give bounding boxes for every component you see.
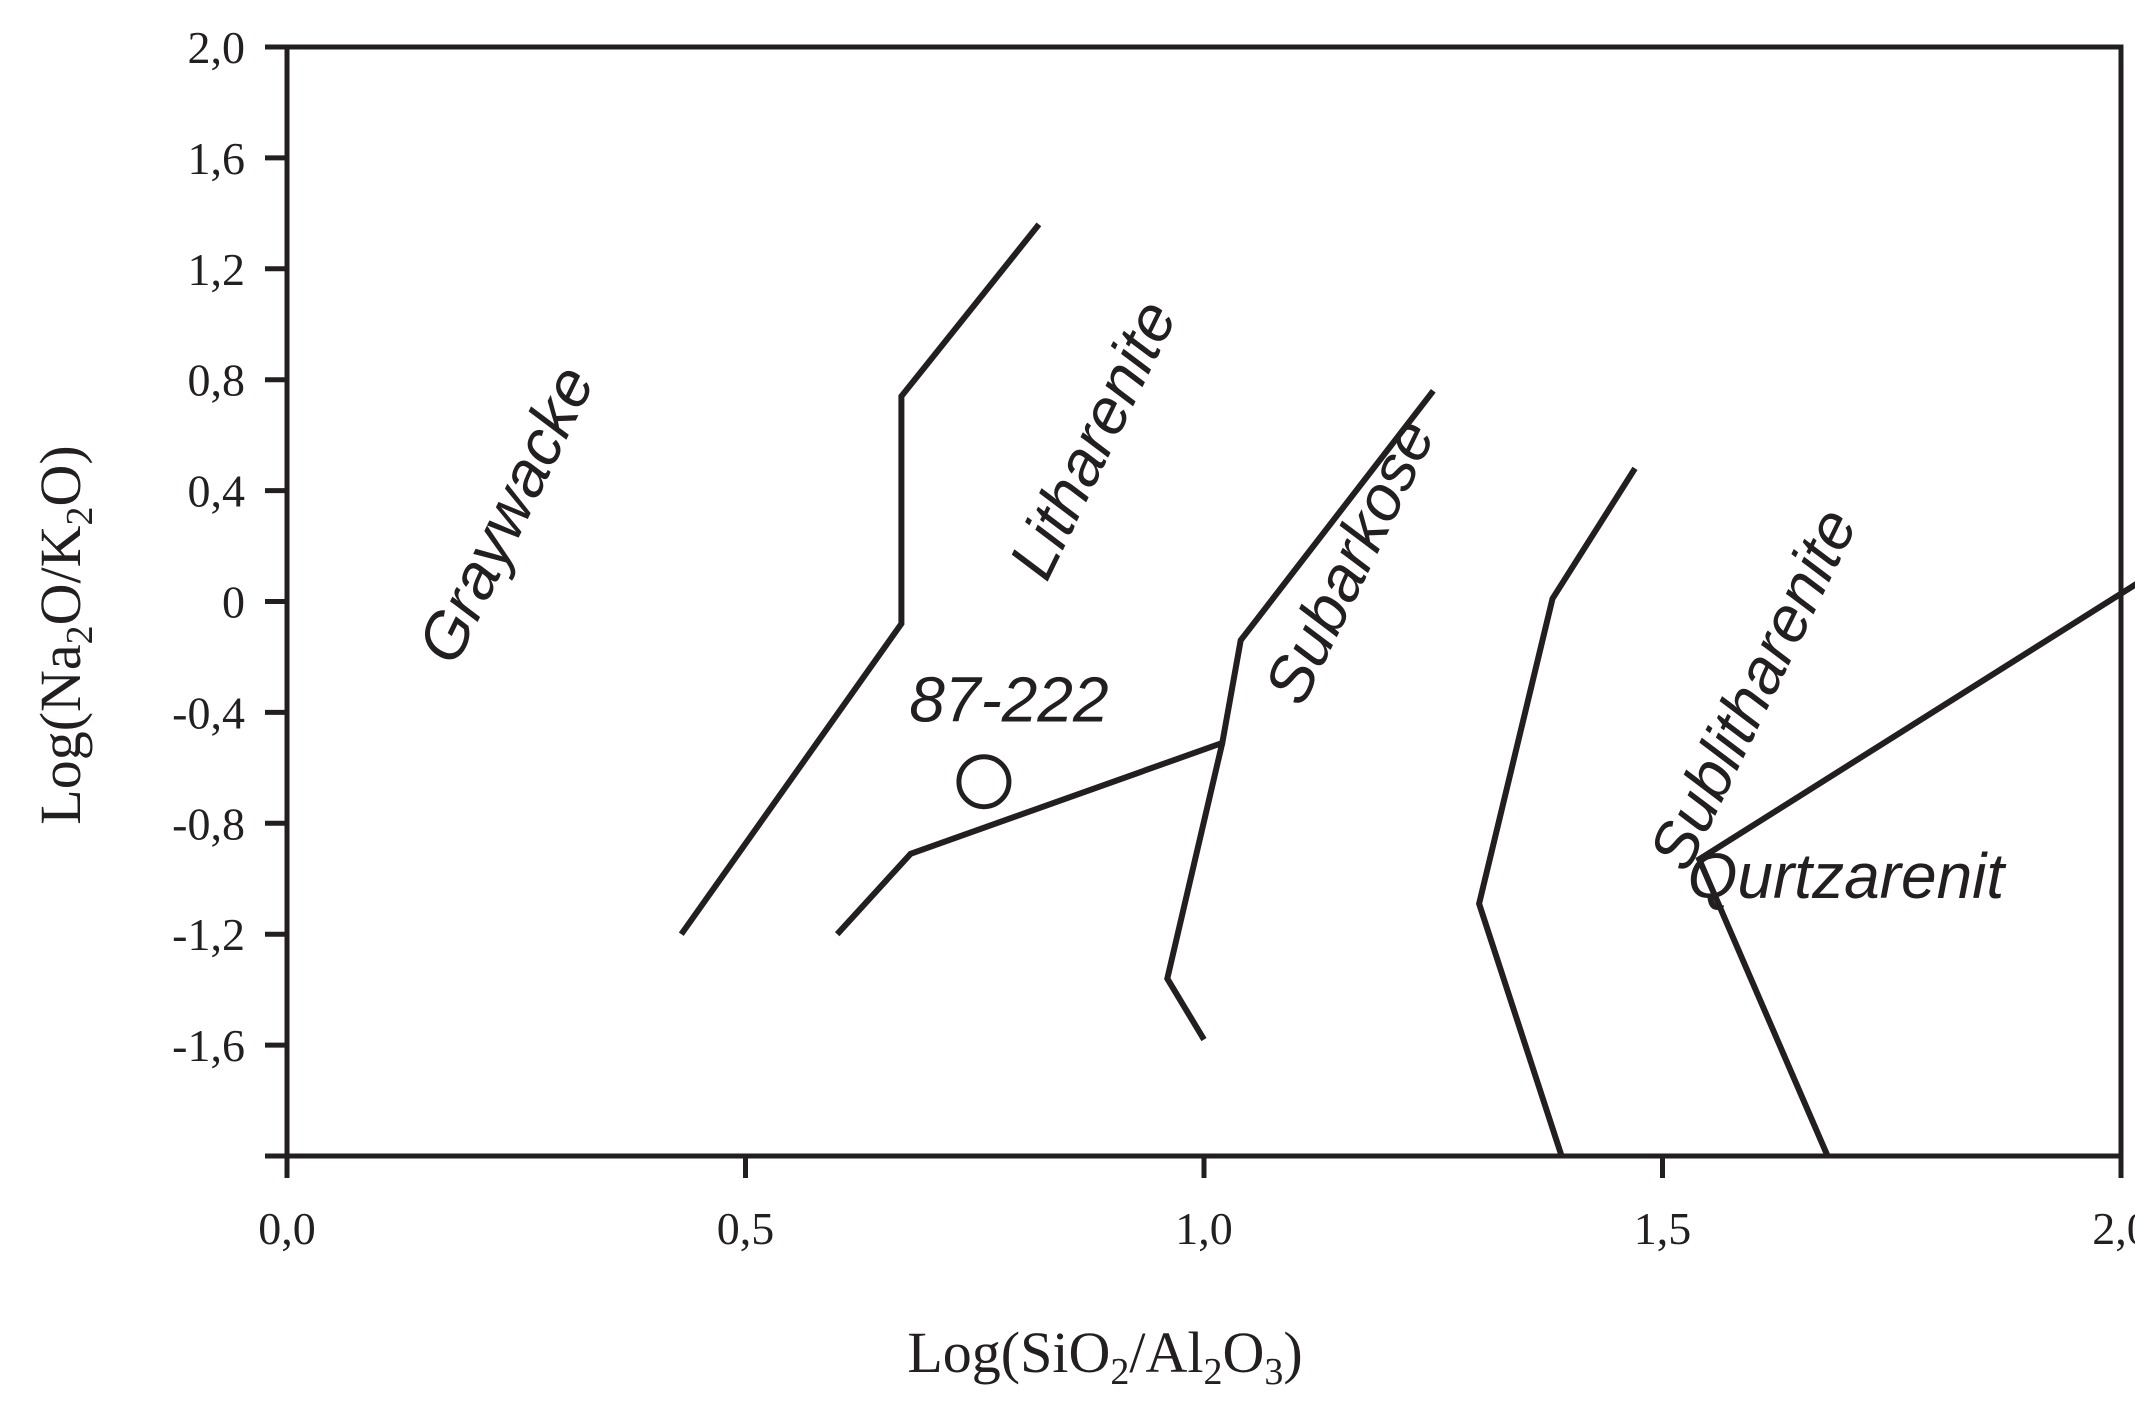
y-title-pre: Log(Na <box>28 644 93 824</box>
x-title-sub2: 2 <box>1203 1351 1222 1393</box>
y-title-sub2: 2 <box>59 506 101 525</box>
x-title-sub1: 2 <box>1110 1351 1129 1393</box>
x-tick-label: 2,0 <box>2092 1203 2135 1254</box>
x-tick-label: 1,5 <box>1634 1203 1692 1254</box>
boundary-3 <box>1164 742 1226 1042</box>
y-title-sub1: 2 <box>59 625 101 644</box>
x-tick-label: 0,5 <box>717 1203 775 1254</box>
y-tick-label: 1,2 <box>188 244 246 295</box>
y-tick-label: 0,4 <box>188 466 246 517</box>
x-title-sub3: 3 <box>1264 1351 1283 1393</box>
boundary-5 <box>1695 581 2135 1158</box>
y-tick-label: -1,2 <box>172 909 245 960</box>
x-title-mid: /Al <box>1129 1320 1203 1385</box>
boundary-1 <box>678 222 1042 936</box>
region-label-qurtzarenit: Qurtzarenit <box>1688 840 2007 912</box>
y-tick-label: 0 <box>222 577 245 628</box>
region-label-litharenite: Litharenite <box>995 289 1191 589</box>
sample-point-label: 87-222 <box>909 664 1108 736</box>
boundary-2 <box>834 388 1436 937</box>
y-tick-label: -0,8 <box>172 798 245 849</box>
plot-frame <box>284 44 2124 1159</box>
classification-boundaries <box>678 222 2135 1158</box>
y-tick-label: -1,6 <box>172 1020 245 1071</box>
y-tick-label: -0,4 <box>172 687 245 738</box>
y-axis-ticks: 2,0 1,6 1,2 0,8 0,4 0 -0,4 -0,8 -1,2 -1,6 <box>172 22 287 1159</box>
x-axis-title: Log(SiO2/Al2O3) <box>907 1320 1302 1393</box>
x-tick-label: 1,0 <box>1175 1203 1233 1254</box>
y-tick-label: 2,0 <box>188 22 246 73</box>
boundary-4 <box>1475 466 1638 1157</box>
x-title-mid2: O <box>1222 1320 1264 1385</box>
x-tick-label: 0,0 <box>258 1203 316 1254</box>
region-label-subarkose: Subarkose <box>1250 408 1449 715</box>
x-axis-ticks: 0,0 0,5 1,0 1,5 2,0 <box>258 1156 2135 1254</box>
sample-points: 87-222 <box>909 664 1109 810</box>
y-title-post: O) <box>28 445 93 506</box>
y-tick-label: 1,6 <box>188 133 246 184</box>
sample-point-marker <box>956 754 1012 810</box>
y-tick-label: 0,8 <box>188 355 246 406</box>
y-title-mid: O/K <box>28 525 93 625</box>
x-title-pre: Log(SiO <box>907 1320 1110 1385</box>
x-title-post: ) <box>1283 1320 1302 1385</box>
y-axis-title: Log(Na2O/K2O) <box>28 445 101 824</box>
region-label-graywacke: Graywacke <box>403 355 608 674</box>
